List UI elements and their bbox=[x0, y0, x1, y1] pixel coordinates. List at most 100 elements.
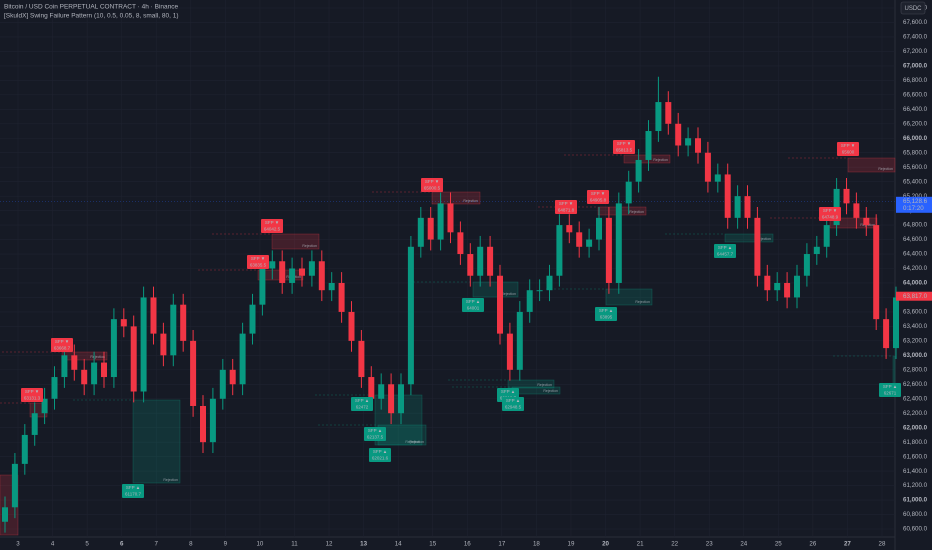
candle-body bbox=[308, 261, 315, 276]
signal-box[interactable] bbox=[369, 448, 391, 462]
signal-box[interactable] bbox=[247, 255, 269, 269]
candle-body bbox=[378, 384, 385, 399]
signal-box[interactable] bbox=[587, 190, 609, 204]
signal-price: 64871.8 bbox=[558, 208, 575, 213]
signal-label: SFP ▲ bbox=[368, 428, 382, 433]
signal-box[interactable] bbox=[837, 142, 859, 156]
y-tick-label: 66,600.0 bbox=[903, 91, 928, 98]
candle-body bbox=[21, 434, 28, 464]
x-tick-label: 12 bbox=[326, 541, 333, 548]
candle-body bbox=[11, 463, 18, 508]
x-tick-label: 10 bbox=[256, 541, 263, 548]
signal-box[interactable] bbox=[21, 388, 43, 402]
signal-box[interactable] bbox=[555, 200, 577, 214]
candle-body bbox=[31, 413, 38, 435]
signal-price: 62671 bbox=[884, 391, 897, 396]
signal-box[interactable] bbox=[502, 397, 524, 411]
candle-body bbox=[526, 290, 533, 312]
signal-box[interactable] bbox=[51, 338, 73, 352]
price-tag-label: 65,128.6 bbox=[903, 198, 928, 205]
signal-box[interactable] bbox=[595, 307, 617, 321]
signal-label: SFP ▼ bbox=[251, 256, 265, 261]
candle-body bbox=[695, 138, 701, 153]
signal-box[interactable] bbox=[613, 140, 635, 154]
candle-body bbox=[586, 239, 593, 247]
x-tick-label: 6 bbox=[120, 541, 124, 548]
signal-price: 64042.5 bbox=[264, 227, 281, 232]
signal-label: SFP ▲ bbox=[718, 245, 732, 250]
candle-body bbox=[51, 377, 58, 399]
rejection-zone bbox=[847, 157, 896, 173]
candle-body bbox=[388, 384, 395, 414]
signal-label: SFP ▲ bbox=[501, 389, 515, 394]
zone-label: Rejection bbox=[543, 389, 558, 393]
zone-label: Rejection bbox=[409, 440, 424, 444]
x-tick-label: 4 bbox=[51, 541, 55, 548]
signal-label: SFP ▲ bbox=[466, 299, 480, 304]
signal-price: 63895 bbox=[600, 315, 613, 320]
x-tick-label: 14 bbox=[395, 541, 402, 548]
signal-price: 61170.7 bbox=[125, 492, 141, 497]
signal-box[interactable] bbox=[122, 484, 144, 498]
zone-label: Rejection bbox=[501, 292, 516, 296]
signal-box[interactable] bbox=[879, 383, 901, 397]
candle-body bbox=[744, 196, 751, 218]
candle-body bbox=[2, 507, 8, 522]
candle-body bbox=[615, 203, 622, 283]
currency-box[interactable] bbox=[900, 1, 926, 15]
signal-box[interactable] bbox=[714, 244, 736, 258]
zone-label: Rejection bbox=[635, 300, 650, 304]
candle-body bbox=[685, 138, 692, 146]
signal-price: 62021.6 bbox=[372, 456, 389, 461]
y-tick-label: 65,800.0 bbox=[903, 149, 928, 156]
y-tick-label: 63,000.0 bbox=[903, 352, 928, 359]
y-tick-label: 65,200.0 bbox=[903, 193, 928, 200]
candle-body bbox=[180, 304, 187, 341]
price-tag-timer: 0:17:20 bbox=[903, 205, 924, 212]
y-tick-label: 66,800.0 bbox=[903, 77, 928, 84]
candle-body bbox=[704, 152, 711, 182]
y-tick-label: 60,600.0 bbox=[903, 526, 928, 533]
zone-label: Rejection bbox=[653, 158, 668, 162]
x-tick-label: 9 bbox=[224, 541, 228, 548]
signal-box[interactable] bbox=[819, 207, 841, 221]
signal-box[interactable] bbox=[462, 298, 484, 312]
indicator-title: [SkuldX] Swing Failure Pattern (10, 0.5,… bbox=[4, 13, 179, 20]
signal-price: 64905.8 bbox=[590, 198, 607, 203]
currency[interactable]: USDC bbox=[904, 6, 922, 12]
candle-body bbox=[754, 217, 761, 276]
candle-body bbox=[160, 333, 167, 356]
candle-body bbox=[239, 333, 246, 385]
candle-body bbox=[734, 196, 741, 218]
rejection-zone bbox=[271, 233, 320, 250]
rejection-zone bbox=[132, 399, 181, 484]
signal-box[interactable] bbox=[421, 178, 443, 192]
signal-label: SFP ▼ bbox=[25, 389, 39, 394]
x-tick-label: 11 bbox=[291, 541, 298, 548]
candle-body bbox=[140, 297, 147, 392]
y-tick-label: 65,600.0 bbox=[903, 164, 928, 171]
candle-body bbox=[556, 225, 563, 276]
rejection-zone bbox=[472, 281, 519, 298]
candle-body bbox=[467, 254, 474, 276]
y-tick-label: 62,400.0 bbox=[903, 395, 928, 402]
signal-price: 64748.9 bbox=[822, 215, 839, 220]
signals: SFP ▼ 63131.3 SFP ▼ 63668.7 SFP ▼ 63835.5 SFP … bbox=[21, 140, 901, 498]
rejection-zone bbox=[507, 379, 555, 389]
candle-body bbox=[843, 188, 850, 204]
x-tick-label: 5 bbox=[85, 541, 89, 548]
candle-body bbox=[823, 225, 830, 247]
candle-body bbox=[596, 217, 602, 240]
zone-label: Rejection bbox=[163, 478, 178, 482]
signal-box[interactable] bbox=[351, 397, 373, 411]
candle-body bbox=[506, 333, 513, 370]
candle-body bbox=[318, 261, 325, 291]
x-tick-label: 7 bbox=[155, 541, 159, 548]
signal-box[interactable] bbox=[364, 427, 386, 441]
x-tick-label: 24 bbox=[740, 541, 747, 548]
signal-price: 63668.7 bbox=[54, 346, 71, 351]
signal-box[interactable] bbox=[261, 219, 283, 233]
y-tick-label: 63,400.0 bbox=[903, 323, 928, 330]
candle-body bbox=[407, 246, 414, 385]
